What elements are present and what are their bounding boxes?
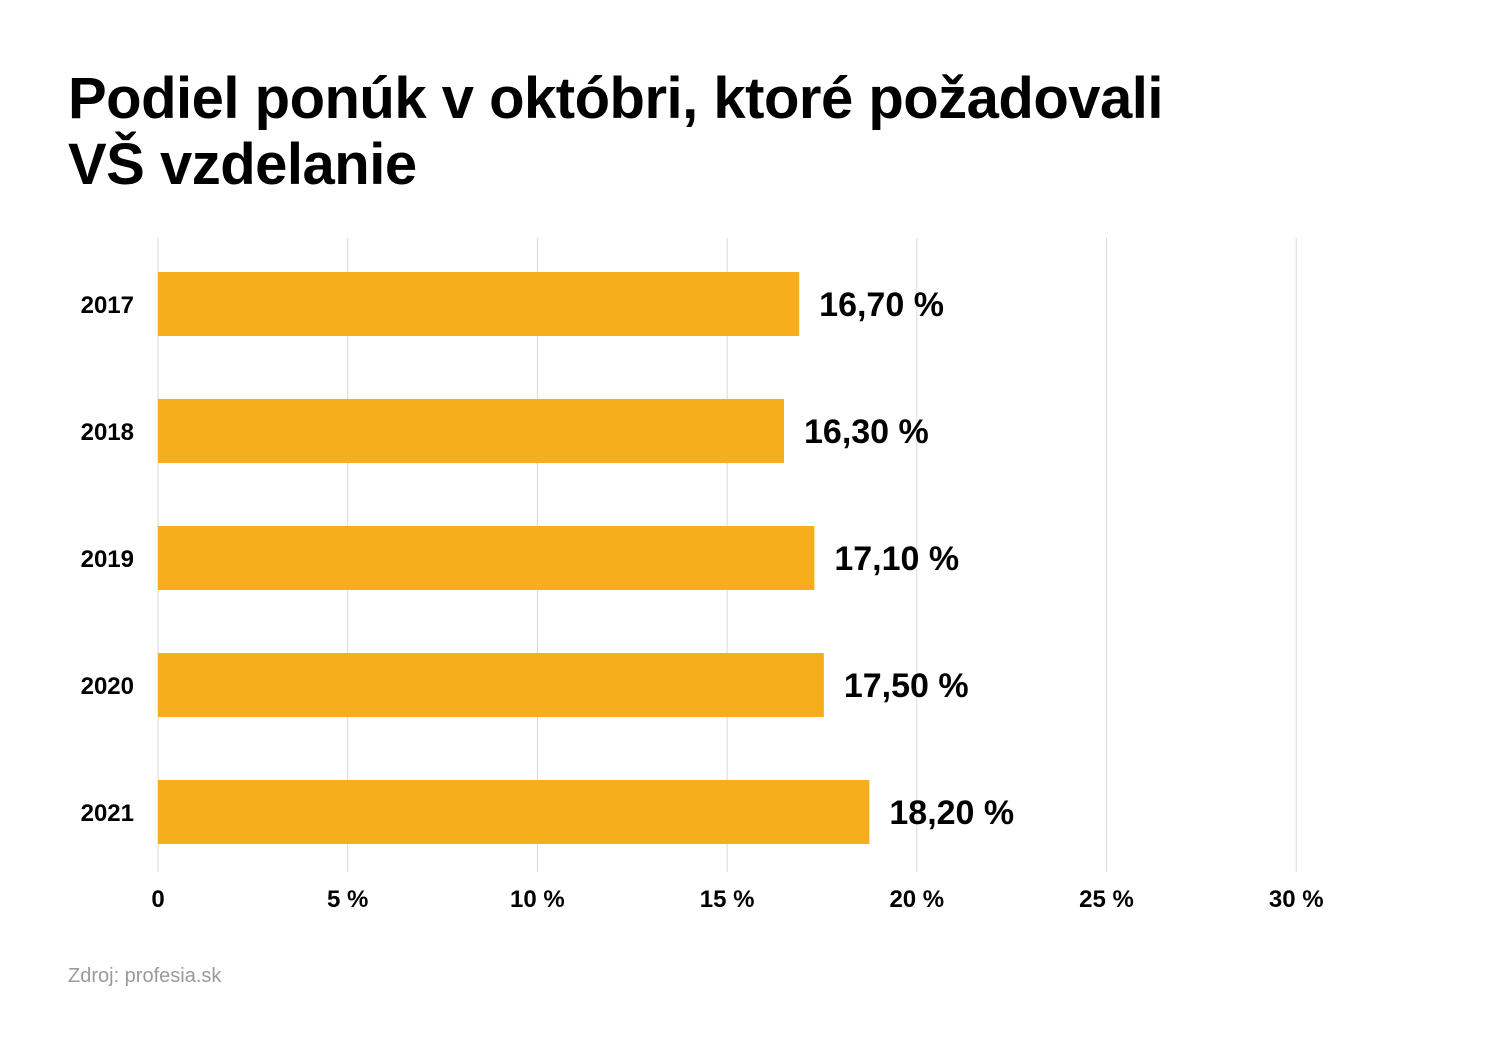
x-tick-label: 15 % xyxy=(700,886,755,913)
data-label: 17,50 % xyxy=(844,667,969,705)
y-tick-label: 2020 xyxy=(81,673,134,700)
source-note: Zdroj: profesia.sk xyxy=(68,965,222,987)
y-tick-label: 2018 xyxy=(81,419,134,446)
bar-2021 xyxy=(158,780,870,844)
chart-title: Podiel ponúk v októbri, ktoré požadovali… xyxy=(68,66,1368,198)
x-tick-label: 20 % xyxy=(889,886,944,913)
y-tick-label: 2017 xyxy=(81,292,134,319)
x-tick-label: 25 % xyxy=(1079,886,1134,913)
chart-title-line-2: VŠ vzdelanie xyxy=(68,132,417,197)
data-label: 16,70 % xyxy=(819,286,944,324)
bar-2019 xyxy=(158,526,815,590)
bars xyxy=(158,272,870,844)
y-tick-label: 2019 xyxy=(81,546,134,573)
bar-2020 xyxy=(158,653,824,717)
y-axis-labels: 2017 2018 2019 2020 2021 xyxy=(81,292,134,827)
bar-2018 xyxy=(158,399,785,463)
data-labels: 16,70 % 16,30 % 17,10 % 17,50 % 18,20 % xyxy=(804,286,1014,832)
x-axis-labels: 0 5 % 10 % 15 % 20 % 25 % 30 % xyxy=(151,886,1323,913)
x-tick-label: 0 xyxy=(151,886,164,913)
x-tick-label: 30 % xyxy=(1269,886,1324,913)
data-label: 18,20 % xyxy=(889,794,1014,832)
data-label: 17,10 % xyxy=(834,540,959,578)
y-tick-label: 2021 xyxy=(81,800,134,827)
chart-title-line-1: Podiel ponúk v októbri, ktoré požadovali xyxy=(68,66,1164,131)
data-label: 16,30 % xyxy=(804,413,929,451)
x-tick-label: 10 % xyxy=(510,886,565,913)
x-tick-label: 5 % xyxy=(327,886,368,913)
bar-2017 xyxy=(158,272,800,336)
